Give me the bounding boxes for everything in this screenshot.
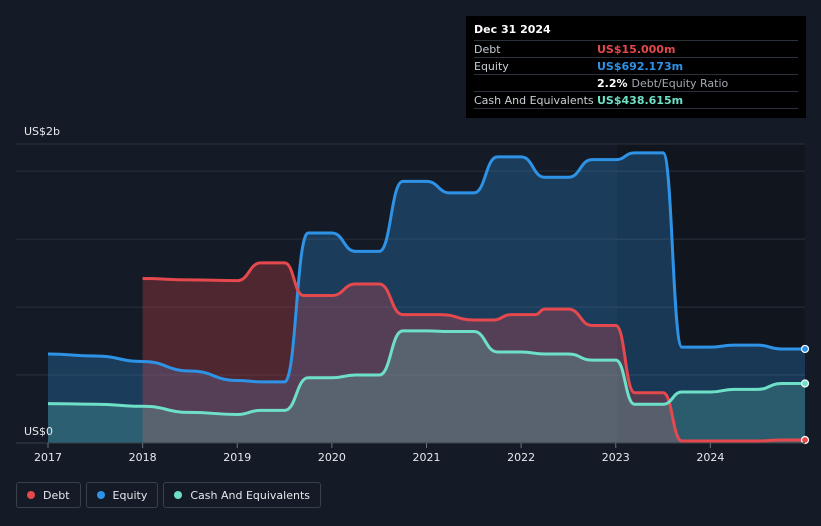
tooltip-debt-row: Debt US$15.000m [474, 40, 798, 57]
cash-and-equivalents-line [47, 329, 805, 416]
debt-area [142, 262, 805, 443]
equity-end-dot [800, 344, 810, 354]
x-tick-label-2022: 2022 [507, 451, 535, 464]
legend-item-equity[interactable]: Equity [85, 482, 159, 508]
x-tick-label-2019: 2019 [223, 451, 251, 464]
legend-item-cash[interactable]: Cash And Equivalents [163, 482, 321, 508]
tooltip-equity-label: Equity [474, 59, 509, 73]
legend-debt-label: Debt [43, 488, 70, 502]
x-axis-ticks: 2017 2018 2019 2020 2021 2022 2023 2024 [16, 442, 805, 464]
series-lines [47, 151, 805, 443]
tooltip-ratio-row: 2.2% Debt/Equity Ratio [474, 74, 798, 91]
debt-end-dot [800, 435, 810, 445]
legend-equity-label: Equity [112, 488, 148, 502]
equity-area [48, 152, 805, 443]
legend-item-debt[interactable]: Debt [16, 482, 81, 508]
y-axis-top-label: US$2b [24, 125, 61, 138]
equity-dot-icon [96, 491, 105, 499]
tooltip-ratio-value: 2.2% [597, 76, 628, 90]
cash-dot-icon [174, 491, 183, 499]
debt-line [142, 261, 805, 443]
tooltip-cash-row: Cash And Equivalents US$438.615m [474, 91, 798, 109]
legend-cash-label: Cash And Equivalents [190, 488, 310, 502]
series-end-dots [800, 344, 810, 445]
x-tick-label-2023: 2023 [602, 451, 630, 464]
tooltip-cash-label: Cash And Equivalents [474, 93, 594, 107]
tooltip-equity-row: Equity US$692.173m [474, 57, 798, 74]
debt-dot-icon [27, 491, 35, 499]
y-axis-zero-label: US$0 [24, 425, 54, 438]
x-tick-label-2021: 2021 [413, 451, 441, 464]
tooltip-ratio-label: Debt/Equity Ratio [631, 76, 729, 90]
tooltip-debt-label: Debt [474, 42, 501, 56]
x-tick-label-2018: 2018 [129, 451, 157, 464]
tooltip-debt-value: US$15.000m [597, 42, 676, 56]
tooltip-cash-value: US$438.615m [597, 93, 684, 107]
tooltip-date: Dec 31 2024 [474, 23, 551, 36]
x-tick-label-2020: 2020 [318, 451, 346, 464]
chart-legend: Debt Equity Cash And Equivalents [16, 482, 321, 508]
equity-line [47, 151, 805, 384]
tooltip-equity-value: US$692.173m [597, 59, 684, 73]
x-tick-label-2024: 2024 [696, 451, 724, 464]
cash-and-equivalents-end-dot [800, 379, 810, 388]
chart-tooltip: Dec 31 2024 Debt US$15.000m Equity US$69… [466, 16, 806, 118]
x-tick-label-2017: 2017 [34, 451, 62, 464]
